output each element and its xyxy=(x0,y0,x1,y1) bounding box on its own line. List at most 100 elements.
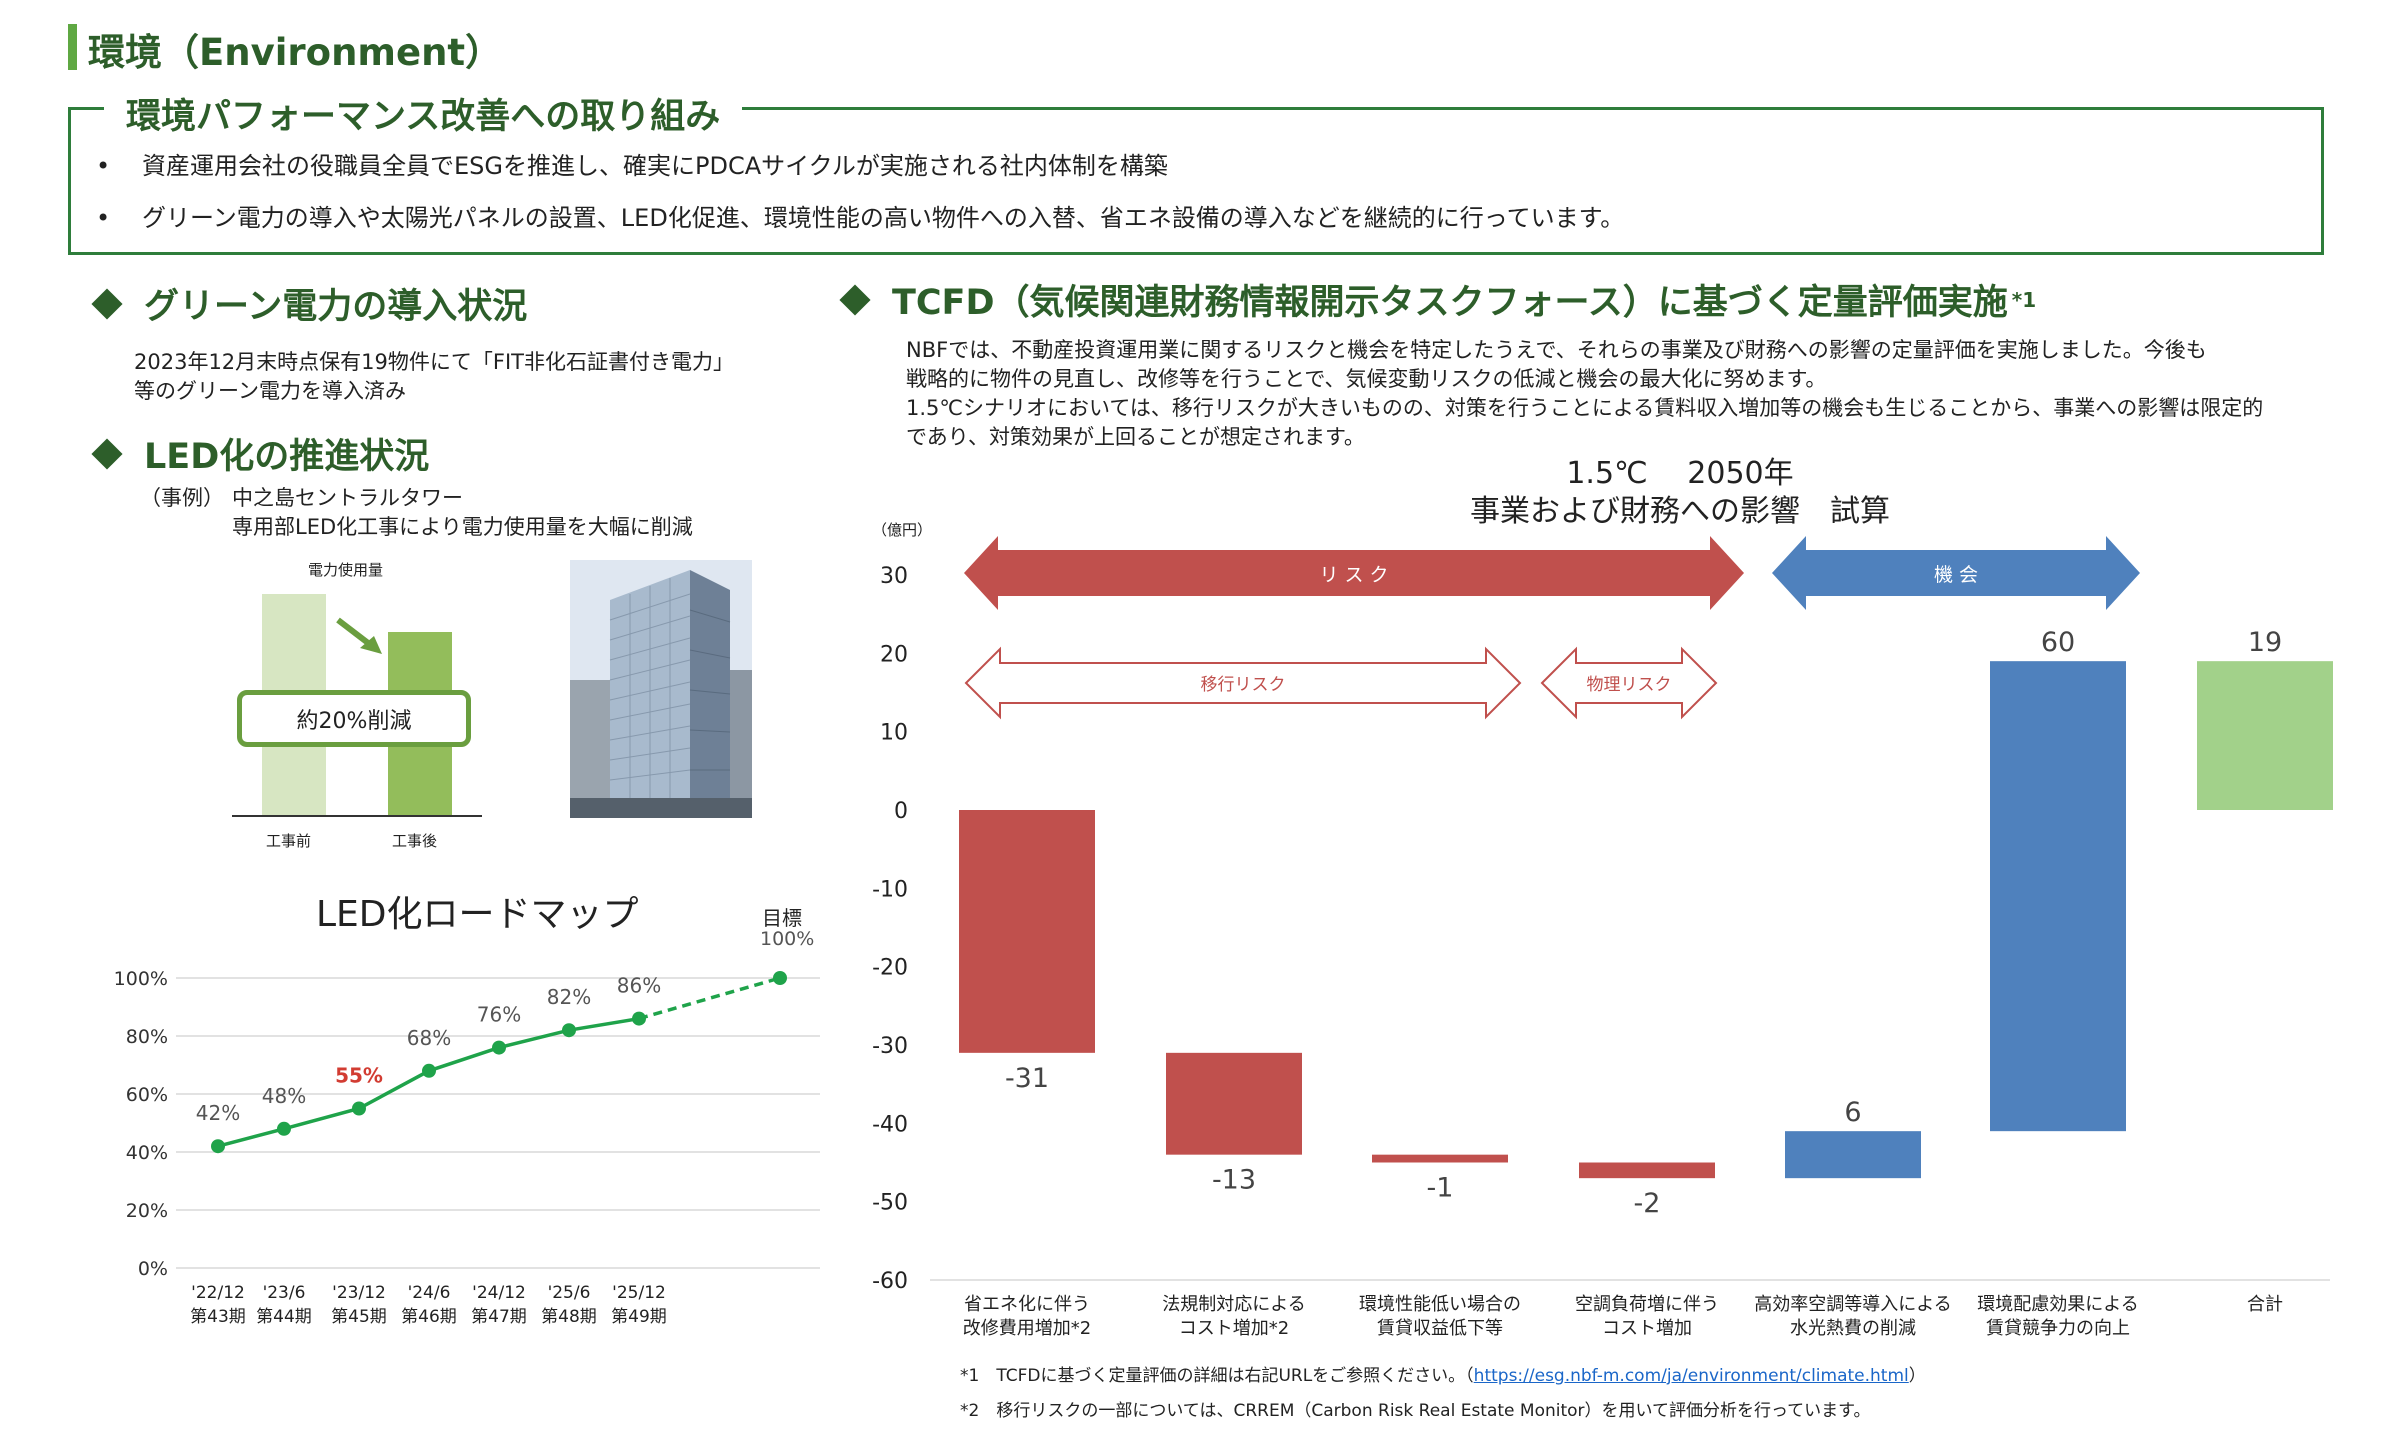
building-photo xyxy=(570,560,752,818)
performance-frame xyxy=(68,107,2324,255)
building-image xyxy=(570,560,752,818)
led-heading: LED化の推進状況 xyxy=(90,428,429,479)
y-tick-label: -40 xyxy=(872,1112,908,1137)
bullet-text: 資産運用会社の役職員全員でESGを推進し、確実にPDCAサイクルが実施される社内… xyxy=(142,152,1168,180)
unit-label: （億円） xyxy=(872,521,932,539)
data-point xyxy=(422,1063,436,1078)
x-tick-label: 第44期 xyxy=(256,1307,312,1327)
y-tick-label: -20 xyxy=(872,956,908,981)
tcfd-heading: TCFD（気候関連財務情報開示タスクフォース）に基づく定量評価実施 *1 xyxy=(838,274,2036,325)
led-case-label: （事例） xyxy=(140,486,224,510)
led-case-text: 中之島セントラルタワー 専用部LED化工事により電力使用量を大幅に削減 xyxy=(232,486,693,539)
waterfall-bar xyxy=(959,810,1095,1053)
data-label: 68% xyxy=(407,1026,451,1050)
waterfall-bar xyxy=(1785,1131,1921,1179)
diamond-icon xyxy=(839,283,871,316)
transition-risk-arrow xyxy=(964,646,1522,720)
bar-data-label: -1 xyxy=(1427,1173,1454,1204)
diamond-icon xyxy=(91,437,123,470)
bar-data-label: 19 xyxy=(2248,627,2282,658)
category-label: 賃貸収益低下等 xyxy=(1377,1318,1503,1339)
data-point xyxy=(277,1121,291,1136)
usage-label: 電力使用量 xyxy=(308,561,384,579)
physical-risk-label: 物理リスク xyxy=(1587,675,1672,695)
tcfd-waterfall-chart: （億円） 30 20 10 0 -10 -20 -30 -40 -50 -60 リ ス ク 機 会移行リ… xyxy=(872,521,2333,1339)
bar-data-label: -13 xyxy=(1212,1165,1256,1196)
footnote-1: *1 TCFDに基づく定量評価の詳細は右記URLをご参照ください。（https:… xyxy=(960,1366,1926,1386)
opportunity-label: 機 会 xyxy=(1934,564,1978,586)
performance-bullet-2: • グリーン電力の導入や太陽光パネルの設置、LED化促進、環境性能の高い物件への入… xyxy=(96,198,1624,233)
y-tick-label: -30 xyxy=(872,1034,908,1059)
before-label: 工事前 xyxy=(266,832,312,850)
x-tick-label: 第47期 xyxy=(471,1307,527,1327)
reduction-badge: 約20%削減 xyxy=(237,690,471,747)
led-reduction-graphic xyxy=(232,594,482,817)
roadmap-target-line xyxy=(638,976,781,1021)
bar-data-label: -31 xyxy=(1005,1063,1049,1094)
y-tick-label: 40% xyxy=(126,1142,168,1164)
waterfall-bar xyxy=(1579,1162,1715,1179)
bullet-mark: • xyxy=(96,152,111,180)
diamond-icon xyxy=(91,287,123,320)
waterfall-bar xyxy=(1990,661,2126,1132)
data-point xyxy=(492,1040,506,1055)
bar-data-label: 60 xyxy=(2041,627,2075,658)
x-tick-label: '24/12 xyxy=(472,1283,526,1303)
data-label: 55% xyxy=(335,1064,383,1088)
category-label: コスト増加 xyxy=(1602,1318,1692,1339)
risk-label: リ ス ク xyxy=(1319,564,1388,586)
data-label: 76% xyxy=(477,1003,521,1027)
y-tick-label: 0% xyxy=(138,1258,168,1280)
y-tick-label: 10 xyxy=(880,721,908,746)
data-label: 42% xyxy=(196,1101,240,1125)
green-power-heading: グリーン電力の導入状況 xyxy=(90,278,527,329)
x-tick-label: 第45期 xyxy=(331,1307,387,1327)
waterfall-bar xyxy=(2197,661,2333,810)
transition-risk-label: 移行リスク xyxy=(1201,675,1286,695)
y-tick-label: 0 xyxy=(894,799,908,824)
roadmap-chart: 0% 20% 40% 60% 80% 100% '22/12 第43期 '23/6 第44期 '23… xyxy=(114,968,820,1327)
x-tick-label: '24/6 xyxy=(408,1283,451,1303)
reduction-arrow-head xyxy=(360,636,382,654)
bullet-text: グリーン電力の導入や太陽光パネルの設置、LED化促進、環境性能の高い物件への入替… xyxy=(142,204,1625,232)
x-tick-label: 第46期 xyxy=(401,1307,457,1327)
data-label: 86% xyxy=(617,974,661,998)
waterfall-bar xyxy=(1372,1154,1508,1163)
data-label: 48% xyxy=(262,1084,306,1108)
data-label: 82% xyxy=(547,985,591,1009)
y-tick-label: 100% xyxy=(114,968,168,990)
y-tick-label: 80% xyxy=(126,1026,168,1048)
roadmap-title: LED化ロードマップ xyxy=(316,894,639,935)
bullet-mark: • xyxy=(96,204,111,232)
y-tick-label: -50 xyxy=(872,1191,908,1216)
x-tick-label: 第49期 xyxy=(611,1307,667,1327)
y-tick-label: -10 xyxy=(872,877,908,902)
data-point xyxy=(211,1139,225,1154)
x-tick-label: '23/12 xyxy=(332,1283,386,1303)
category-label: 改修費用増加*2 xyxy=(963,1318,1091,1339)
data-point xyxy=(632,1011,646,1026)
footnote-2: *2 移行リスクの一部については、CRREM（Carbon Risk Real … xyxy=(960,1401,1871,1421)
tcfd-text: NBFでは、不動産投資運用業に関するリスクと機会を特定したうえで、それらの事業及… xyxy=(906,338,2264,449)
y-tick-label: 20% xyxy=(126,1200,168,1222)
performance-title: 環境パフォーマンス改善への取り組み xyxy=(104,88,743,139)
climate-url-link[interactable]: https://esg.nbf-m.com/ja/environment/cli… xyxy=(1473,1366,1909,1386)
x-tick-label: 第43期 xyxy=(190,1307,246,1327)
after-label: 工事後 xyxy=(392,832,438,850)
data-point xyxy=(773,971,787,985)
bar-data-label: 6 xyxy=(1844,1097,1861,1128)
category-label: 環境配慮効果による xyxy=(1977,1294,2138,1315)
category-label: 法規制対応による xyxy=(1162,1294,1305,1315)
x-tick-label: '23/6 xyxy=(263,1283,306,1303)
y-tick-label: -60 xyxy=(872,1269,908,1294)
waterfall-bar xyxy=(1166,1052,1302,1155)
x-tick-label: 第48期 xyxy=(541,1307,597,1327)
category-label: 高効率空調等導入による xyxy=(1754,1294,1951,1315)
physical-risk-arrow xyxy=(1540,646,1718,720)
target-label: 目標 xyxy=(762,906,802,930)
category-label: 省エネ化に伴う xyxy=(964,1294,1090,1315)
header-accent-bar xyxy=(68,24,77,70)
y-tick-label: 60% xyxy=(126,1084,168,1106)
data-point xyxy=(562,1023,576,1038)
risk-arrow xyxy=(964,536,1744,610)
